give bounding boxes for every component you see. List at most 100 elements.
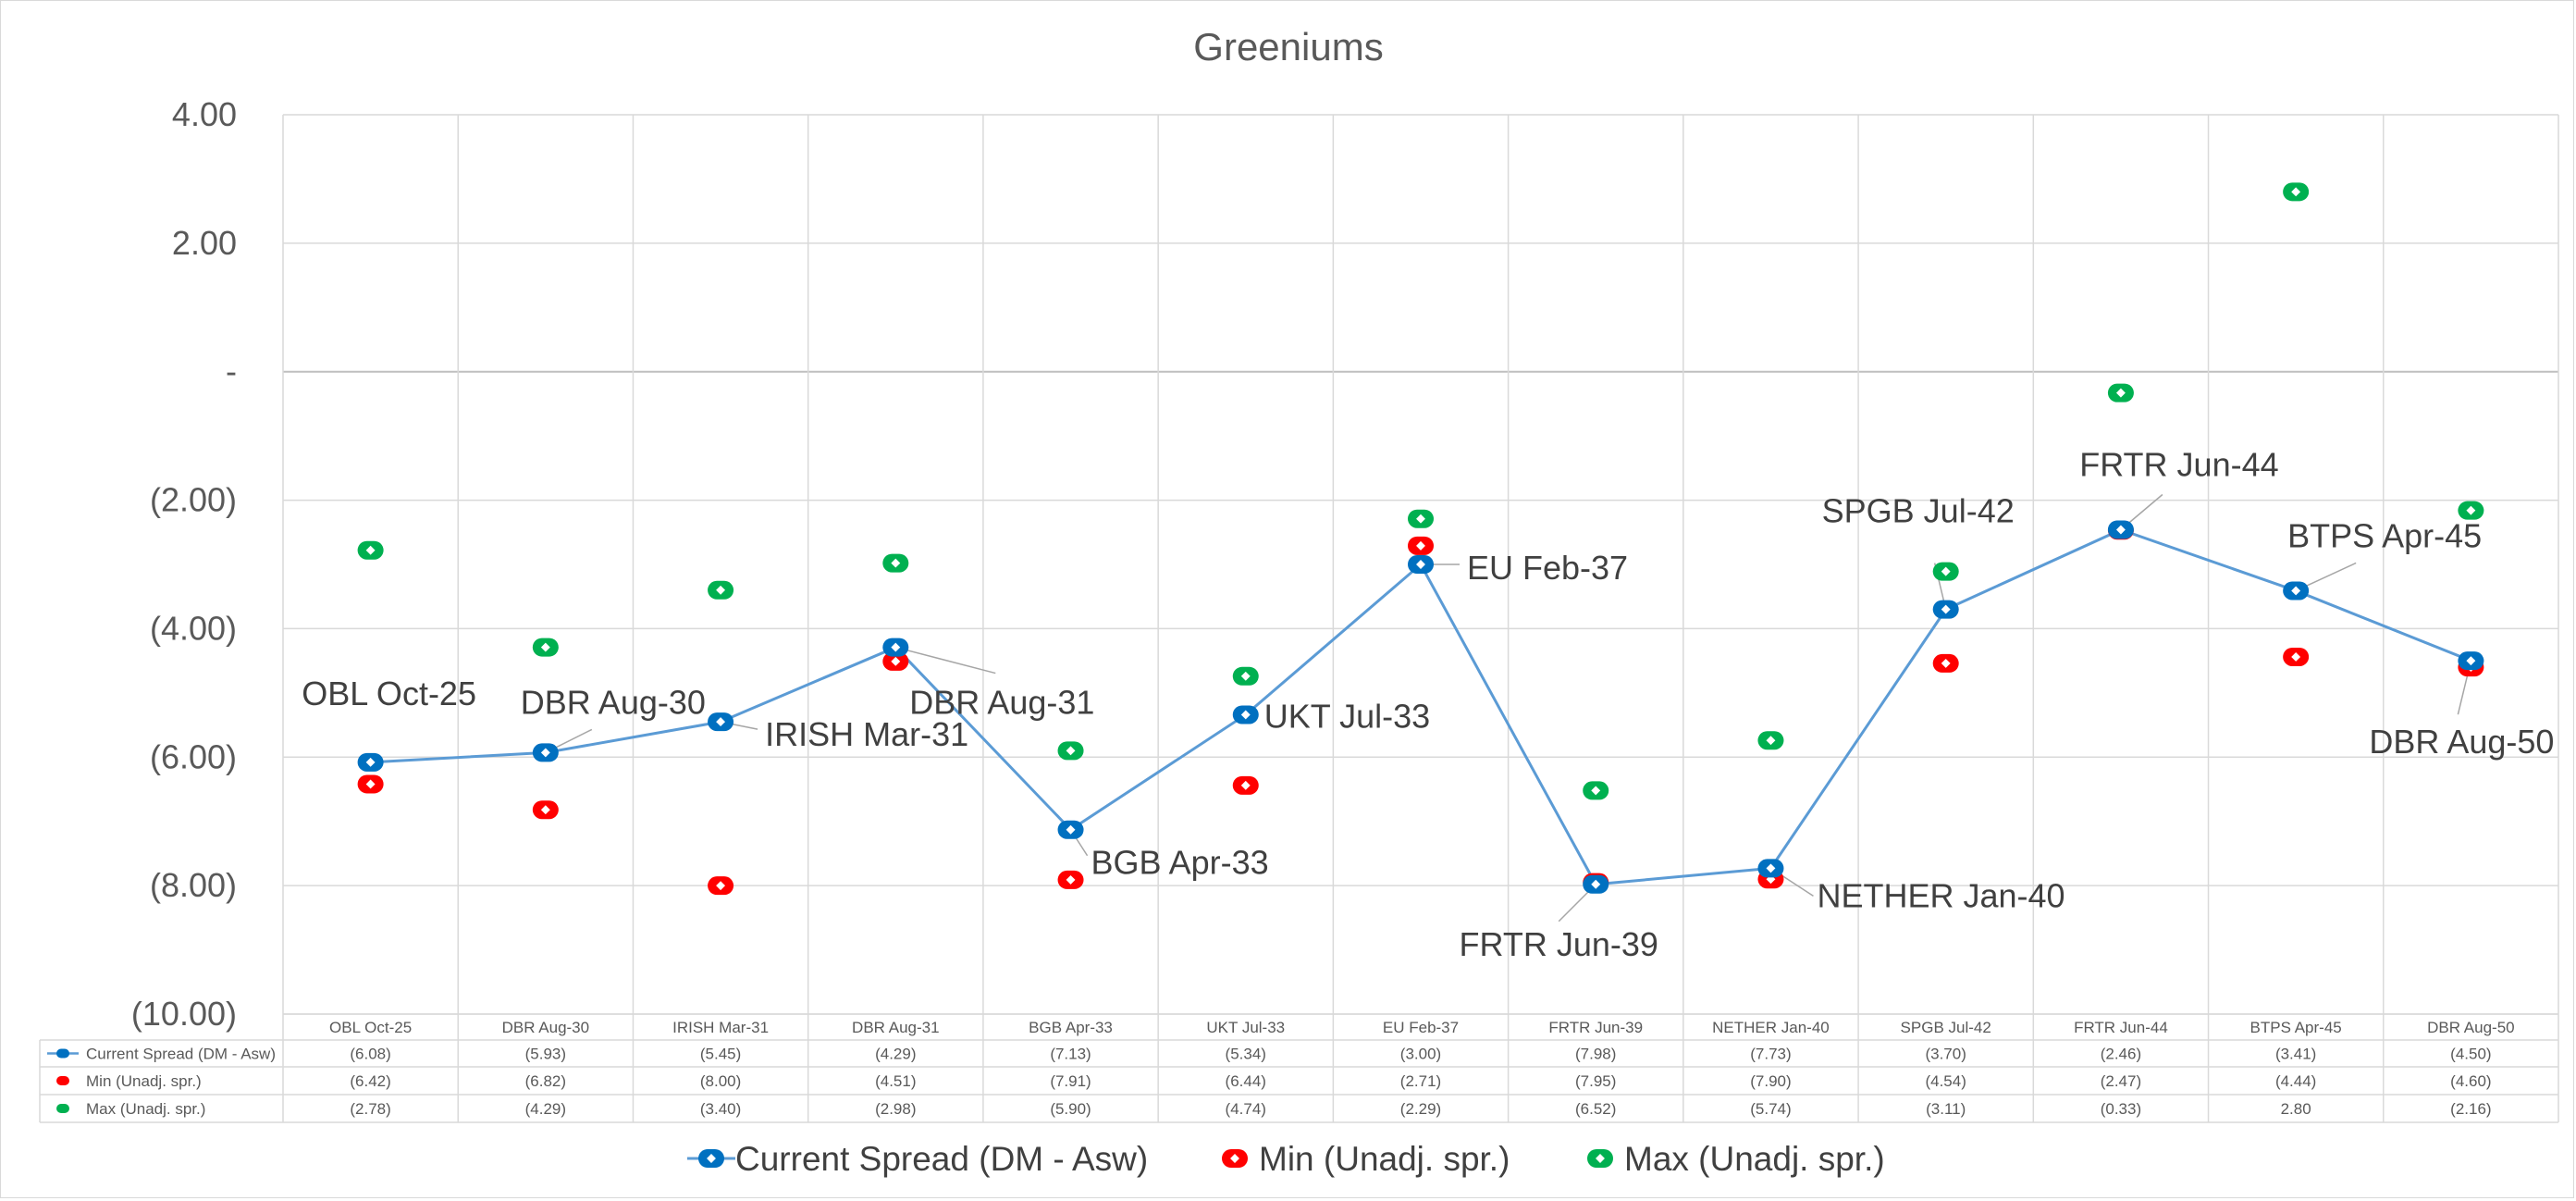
marker-center: [1941, 604, 1951, 614]
marker-center: [2115, 388, 2126, 398]
annotation-frtr-jun-39: FRTR Jun-39: [1460, 925, 1658, 963]
table-cell: (4.74): [1226, 1100, 1266, 1118]
marker-center: [1066, 874, 1076, 885]
marker-center: [716, 585, 726, 595]
table-cell: (6.44): [1226, 1072, 1266, 1090]
marker-center: [1766, 736, 1776, 746]
marker-max-unadj-spr: [1057, 741, 1084, 761]
marker-current-spread-dm-asw: [1932, 600, 1959, 619]
y-tick-label: (2.00): [150, 481, 237, 519]
marker-current-spread-dm-asw: [1057, 820, 1084, 839]
legend-label: Min (Unadj. spr.): [1259, 1140, 1510, 1178]
table-cell: (4.54): [1925, 1072, 1966, 1090]
table-cell: (2.98): [875, 1100, 916, 1118]
marker-max-unadj-spr: [882, 553, 909, 573]
marker-center: [716, 881, 726, 891]
marker-max-unadj-spr: [532, 638, 559, 657]
table-cell: (5.74): [1750, 1100, 1791, 1118]
marker-min-unadj-spr: [708, 876, 734, 896]
table-cell: (4.50): [2450, 1046, 2491, 1063]
category-label: FRTR Jun-39: [1548, 1019, 1643, 1036]
marker-current-spread-dm-asw: [882, 638, 909, 657]
legend: Current Spread (DM - Asw) Min (Unadj. spr…: [687, 1140, 1885, 1178]
annotation-btps-apr-45: BTPS Apr-45: [2287, 516, 2482, 554]
marker-current-spread-dm-asw: [1757, 859, 1784, 878]
annotation-nether-jan-40: NETHER Jan-40: [1817, 876, 2064, 914]
marker-center: [2291, 652, 2301, 662]
category-label: FRTR Jun-44: [2074, 1019, 2168, 1036]
legend-marker-center: [1230, 1154, 1239, 1163]
category-label: DBR Aug-31: [852, 1019, 940, 1036]
table-cell: (2.29): [1400, 1100, 1441, 1118]
category-label: IRISH Mar-31: [672, 1019, 769, 1036]
table-cell: (0.33): [2101, 1100, 2141, 1118]
marker-center: [540, 805, 550, 815]
marker-current-spread-dm-asw: [2283, 581, 2310, 600]
category-label: EU Feb-37: [1383, 1019, 1459, 1036]
annotation-frtr-jun-44: FRTR Jun-44: [2079, 446, 2278, 484]
marker-center: [716, 717, 726, 727]
grid-layer: [39, 114, 2559, 1123]
table-cell: (4.29): [525, 1100, 566, 1118]
marker-max-unadj-spr: [1583, 781, 1609, 800]
category-label: DBR Aug-50: [2427, 1019, 2515, 1036]
legend-item-current-spread-dm-asw: Current Spread (DM - Asw): [687, 1140, 1148, 1178]
marker-current-spread-dm-asw: [1583, 874, 1609, 894]
marker-center: [365, 779, 376, 789]
marker-min-unadj-spr: [1232, 775, 1259, 795]
marker-center: [1766, 863, 1776, 873]
marker-center: [1416, 560, 1425, 569]
table-cell: (6.82): [525, 1072, 566, 1090]
annotation-eu-feb-37: EU Feb-37: [1467, 549, 1628, 587]
annotation-obl-oct-25: OBL Oct-25: [302, 675, 476, 712]
marker-max-unadj-spr: [2458, 501, 2484, 520]
table-cell: (6.42): [350, 1072, 390, 1090]
y-tick-label: 4.00: [172, 95, 237, 133]
annotation-dbr-aug-30: DBR Aug-30: [521, 683, 706, 721]
marker-center: [891, 558, 901, 568]
marker-current-spread-dm-asw: [2107, 520, 2134, 539]
legend-item-min-unadj-spr: Min (Unadj. spr.): [1222, 1140, 1510, 1178]
marker-center: [1240, 710, 1251, 720]
table-cell: (3.11): [1926, 1100, 1966, 1118]
marker-current-spread-dm-asw: [532, 743, 559, 762]
category-label: SPGB Jul-42: [1901, 1019, 1991, 1036]
marker-center: [891, 642, 901, 652]
data-table: OBL Oct-25 DBR Aug-30 IRISH Mar-31 DBR Aug-…: [47, 1019, 2515, 1118]
marker-center: [2291, 586, 2301, 596]
legend-marker-center: [707, 1154, 716, 1163]
category-label: NETHER Jan-40: [1712, 1019, 1830, 1036]
table-cell: (6.08): [350, 1046, 390, 1063]
table-cell: (3.00): [1400, 1046, 1441, 1063]
marker-center: [1240, 671, 1251, 681]
marker-current-spread-dm-asw: [1408, 555, 1434, 574]
row-label-min-unadj-spr: Min (Unadj. spr.): [86, 1072, 202, 1090]
marker-center: [891, 656, 901, 666]
row-key-marker: [56, 1048, 69, 1059]
annotation-dbr-aug-50: DBR Aug-50: [2369, 723, 2554, 761]
marker-center: [2291, 187, 2301, 197]
category-label: DBR Aug-30: [502, 1019, 590, 1036]
table-cell: (2.46): [2101, 1046, 2141, 1063]
marker-max-unadj-spr: [1757, 731, 1784, 750]
category-label: BGB Apr-33: [1029, 1019, 1113, 1036]
legend-label: Max (Unadj. spr.): [1624, 1140, 1885, 1178]
marker-center: [1591, 879, 1601, 889]
marker-center: [1591, 786, 1601, 796]
marker-max-unadj-spr: [357, 540, 384, 560]
row-label-current-spread-dm-asw: Current Spread (DM - Asw): [86, 1046, 276, 1063]
marker-center: [540, 642, 550, 652]
table-cell: (3.40): [700, 1100, 741, 1118]
legend-marker-center: [1596, 1154, 1605, 1163]
marker-min-unadj-spr: [532, 800, 559, 820]
marker-min-unadj-spr: [1932, 653, 1959, 673]
row-label-max-unadj-spr: Max (Unadj. spr.): [86, 1100, 205, 1118]
marker-min-unadj-spr: [882, 651, 909, 671]
table-cell: (5.90): [1050, 1100, 1091, 1118]
y-axis-ticks: 4.00 2.00 - (2.00) (4.00) (6.00) (8.00) (10.00): [131, 95, 237, 1033]
category-label: BTPS Apr-45: [2250, 1019, 2342, 1036]
table-cell: (7.91): [1050, 1072, 1091, 1090]
table-cell: (7.90): [1750, 1072, 1791, 1090]
